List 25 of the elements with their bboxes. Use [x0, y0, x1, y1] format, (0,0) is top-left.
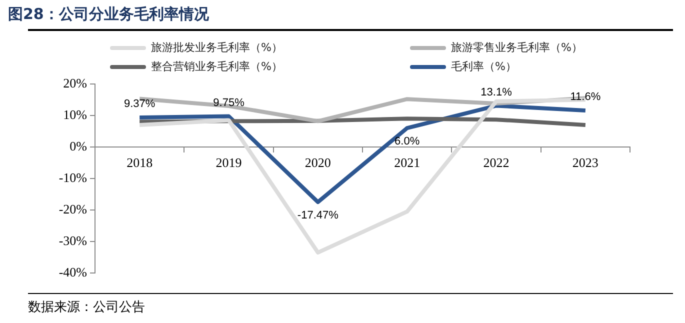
- legend-label: 旅游批发业务毛利率（%）: [151, 40, 282, 55]
- y-tick-label: -40%: [58, 264, 88, 280]
- chart-title: 图28：公司分业务毛利率情况: [8, 5, 209, 24]
- x-tick-label: 2020: [304, 155, 331, 170]
- legend-label: 整合营销业务毛利率（%）: [151, 59, 282, 74]
- y-tick-label: 10%: [63, 106, 88, 122]
- data-label: 9.75%: [213, 96, 245, 109]
- y-tick-label: -30%: [58, 232, 88, 248]
- legend-label: 毛利率（%）: [451, 59, 516, 74]
- y-tick-label: 20%: [63, 75, 88, 90]
- data-label: -17.47%: [297, 210, 339, 222]
- data-label: 6.0%: [394, 136, 420, 148]
- x-tick-label: 2019: [216, 155, 242, 170]
- y-tick-label: 0%: [70, 138, 88, 154]
- x-tick-label: 2023: [572, 155, 598, 170]
- data-label: 11.6%: [570, 90, 601, 103]
- data-label: 9.37%: [124, 98, 156, 110]
- x-tick-label: 2018: [126, 155, 153, 170]
- legend-label: 旅游零售业务毛利率（%）: [451, 40, 582, 55]
- data-label: 13.1%: [480, 86, 512, 98]
- y-tick-label: -10%: [58, 170, 88, 185]
- x-tick-label: 2022: [483, 155, 510, 170]
- source-note: 数据来源：公司公告: [28, 299, 145, 316]
- y-tick-label: -20%: [58, 201, 88, 216]
- x-tick-label: 2021: [394, 155, 420, 170]
